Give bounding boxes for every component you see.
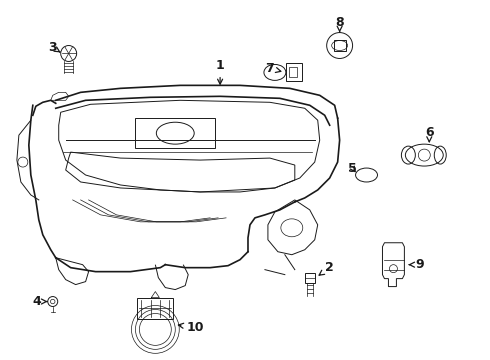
Text: 6: 6 xyxy=(425,126,434,142)
Text: 5: 5 xyxy=(348,162,357,175)
Text: 3: 3 xyxy=(49,41,60,54)
Text: 10: 10 xyxy=(178,321,204,334)
Text: 7: 7 xyxy=(266,62,281,75)
Text: 8: 8 xyxy=(335,16,344,32)
Text: 2: 2 xyxy=(319,261,334,275)
Text: 9: 9 xyxy=(409,258,424,271)
Text: 1: 1 xyxy=(216,59,224,84)
Text: 4: 4 xyxy=(32,295,47,308)
